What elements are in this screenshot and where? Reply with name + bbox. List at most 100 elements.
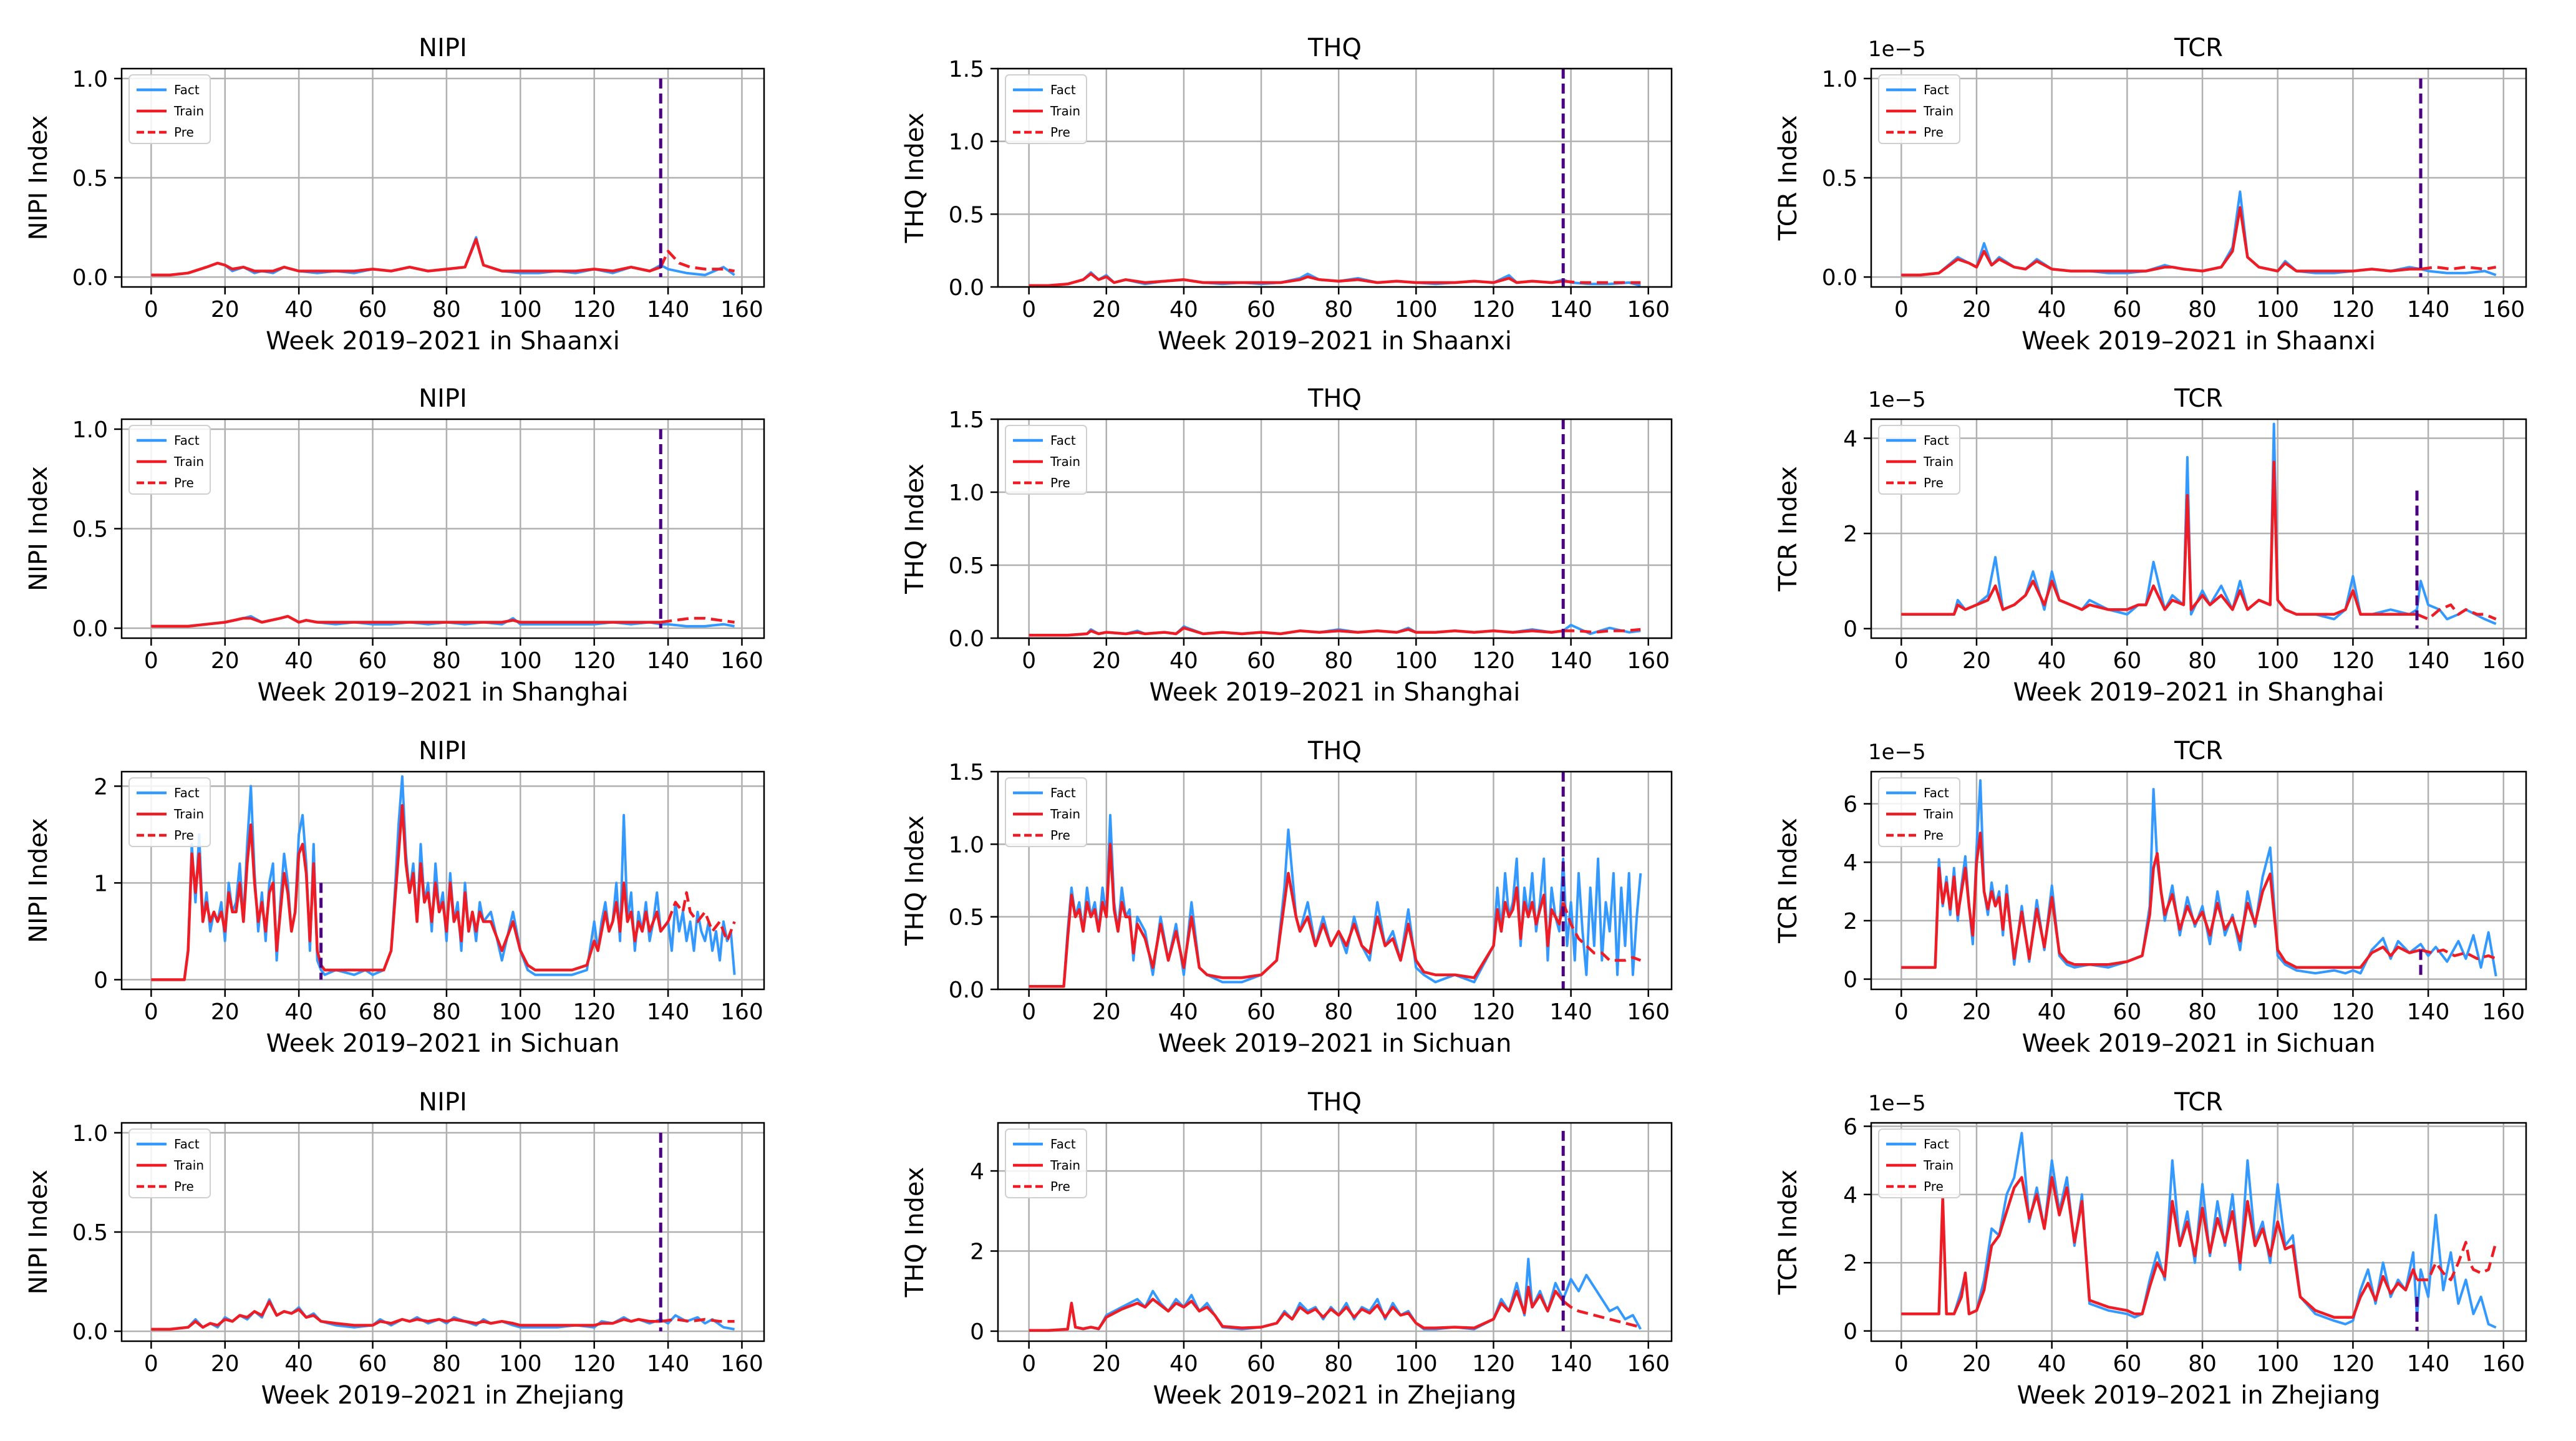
x-tick-label: 60 — [1247, 1351, 1276, 1377]
x-tick-label: 100 — [499, 297, 542, 323]
legend-label-fact: Fact — [1924, 785, 1949, 800]
series-pre-line — [660, 1317, 735, 1323]
x-tick-label: 20 — [1962, 297, 1991, 323]
y-axis-label: THQ Index — [901, 815, 929, 946]
x-tick-label: 80 — [2188, 297, 2217, 323]
x-tick-label: 160 — [2482, 999, 2525, 1025]
x-axis-label: Week 2019–2021 in Shaanxi — [1158, 327, 1512, 356]
y-tick-label: 1.5 — [949, 407, 984, 433]
legend-label-train: Train — [173, 454, 204, 469]
legend: Fact Train Pre — [1878, 1128, 1960, 1198]
x-tick-label: 60 — [359, 648, 387, 674]
y-tick-label: 0.0 — [949, 275, 984, 301]
series-fact-line — [151, 775, 736, 981]
series-pre-line — [2416, 603, 2497, 621]
y-tick-label: 2 — [1843, 909, 1857, 934]
y-tick-label: 1.0 — [72, 1121, 108, 1147]
y-tick-label: 6 — [1843, 1114, 1857, 1140]
x-tick-label: 80 — [432, 297, 461, 323]
x-tick-label: 80 — [1324, 648, 1353, 674]
subplot-title: TCR — [2174, 737, 2223, 765]
x-axis-label: Week 2019–2021 in Shanghai — [1150, 678, 1521, 707]
subplot-title: THQ — [1307, 34, 1362, 62]
y-axis-label: THQ Index — [901, 113, 929, 244]
x-axis-label: Week 2019–2021 in Zhejiang — [2017, 1381, 2381, 1410]
legend-label-pre: Pre — [1050, 1179, 1070, 1194]
x-tick-label: 140 — [2407, 1351, 2450, 1377]
x-tick-label: 140 — [2407, 999, 2450, 1025]
x-tick-label: 0 — [144, 999, 158, 1025]
x-tick-label: 160 — [1627, 297, 1670, 323]
x-tick-label: 60 — [2113, 297, 2141, 323]
series-train-line — [151, 238, 662, 277]
x-tick-label: 120 — [2331, 1351, 2375, 1377]
y-tick-label: 1.0 — [949, 480, 984, 506]
x-tick-label: 120 — [573, 648, 616, 674]
y-tick-label: 0.5 — [949, 202, 984, 228]
series-train-line — [1029, 1286, 1564, 1332]
x-tick-label: 140 — [1549, 1351, 1592, 1377]
x-tick-label: 140 — [1549, 648, 1592, 674]
legend-label-pre: Pre — [1050, 828, 1070, 843]
x-tick-label: 160 — [1627, 1351, 1670, 1377]
x-axis-label: Week 2019–2021 in Shanghai — [258, 678, 629, 707]
series-pre-line — [1562, 279, 1641, 284]
legend: Fact Train Pre — [1005, 1128, 1087, 1198]
series-pre-line — [1563, 628, 1641, 634]
x-tick-label: 80 — [1324, 297, 1353, 323]
x-axis-label: Week 2019–2021 in Sichuan — [2022, 1029, 2376, 1058]
x-tick-label: 20 — [211, 999, 240, 1025]
axes-frame — [1870, 1122, 2527, 1342]
x-tick-label: 120 — [1472, 999, 1515, 1025]
y-axis-label: NIPI Index — [24, 466, 53, 591]
axes-frame — [1870, 418, 2527, 639]
y-tick-label: 2 — [1843, 1251, 1857, 1276]
legend-label-pre: Pre — [174, 475, 194, 490]
legend-label-train: Train — [173, 1158, 204, 1173]
y-tick-label: 4 — [970, 1159, 984, 1185]
legend: Fact Train Pre — [128, 74, 211, 144]
subplot-title: NIPI — [419, 1088, 467, 1117]
subplot-title: TCR — [2174, 34, 2223, 62]
series-train-line — [151, 614, 661, 628]
series-train-line — [1901, 206, 2421, 277]
x-tick-label: 60 — [2113, 648, 2141, 674]
series-pre-line — [2420, 265, 2497, 271]
x-tick-label: 60 — [359, 1351, 387, 1377]
x-tick-label: 100 — [1395, 999, 1438, 1025]
legend-box — [1878, 1128, 1960, 1198]
x-tick-label: 60 — [359, 999, 387, 1025]
x-tick-label: 0 — [1022, 297, 1036, 323]
x-tick-label: 0 — [1022, 1351, 1036, 1377]
y-tick-label: 1.0 — [1822, 67, 1857, 92]
x-tick-label: 20 — [1092, 1351, 1121, 1377]
x-tick-label: 0 — [144, 1351, 158, 1377]
axes-frame — [997, 1122, 1673, 1342]
y-tick-label: 0.5 — [949, 553, 984, 579]
y-tick-label: 2 — [970, 1240, 984, 1265]
series-pre-line — [1562, 1300, 1641, 1329]
legend-box — [1005, 777, 1087, 847]
x-tick-label: 120 — [573, 1351, 616, 1377]
series-pre-line — [659, 250, 735, 273]
y-axis-label: TCR Index — [1774, 115, 1803, 241]
x-tick-label: 100 — [2256, 999, 2299, 1025]
subplot-4: 0 20 40 60 80 100 120 140 160 0.0 0.5 1.0 NIPI Week 2… — [24, 384, 765, 707]
x-tick-label: 160 — [720, 648, 763, 674]
series-pre-line — [666, 891, 736, 943]
x-tick-label: 100 — [1395, 1351, 1438, 1377]
subplot-9: 0 20 40 60 80 100 120 140 160 0 2 4 6 TCR Week 2019–20… — [1774, 737, 2527, 1058]
x-tick-label: 140 — [1549, 297, 1592, 323]
legend-box — [1878, 777, 1960, 847]
x-tick-label: 160 — [1627, 999, 1670, 1025]
x-tick-label: 140 — [2407, 648, 2450, 674]
subplot-title: TCR — [2174, 1088, 2223, 1117]
x-tick-label: 160 — [2482, 1351, 2525, 1377]
axes-frame — [997, 770, 1673, 991]
legend-label-fact: Fact — [1924, 433, 1949, 448]
x-tick-label: 80 — [1324, 1351, 1353, 1377]
legend: Fact Train Pre — [128, 777, 211, 847]
series-fact-line — [1029, 1258, 1642, 1332]
scale-offset-label: 1e−5 — [1868, 37, 1926, 62]
